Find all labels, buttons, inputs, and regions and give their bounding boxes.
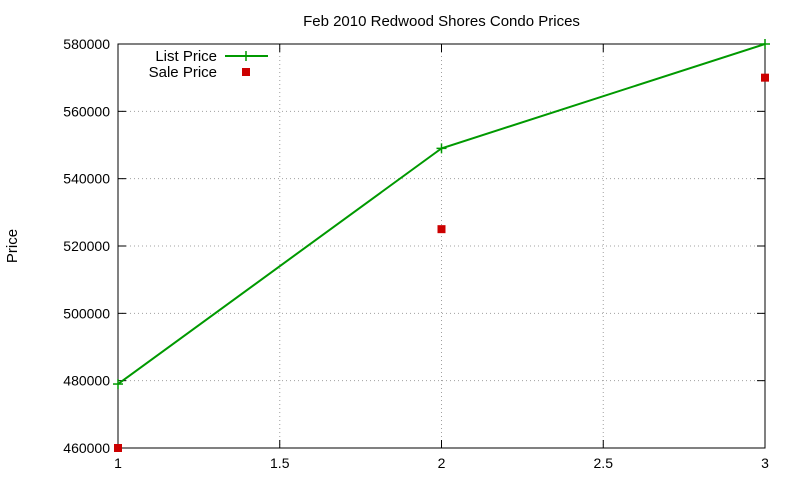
x-tick-label: 1.5 xyxy=(270,455,290,471)
list-price-line xyxy=(117,43,766,385)
y-tick-label: 520000 xyxy=(63,238,110,254)
list-price-point xyxy=(760,39,770,49)
x-tick-label: 3 xyxy=(761,455,769,471)
y-tick-label: 540000 xyxy=(63,171,110,187)
y-tick-label: 580000 xyxy=(63,36,110,52)
sale-price-point xyxy=(114,444,122,452)
list-price-point xyxy=(436,143,447,154)
y-axis-label: Price xyxy=(4,229,21,263)
list-price-point xyxy=(113,379,123,390)
series-1 xyxy=(114,73,769,452)
x-tick-label: 1 xyxy=(114,455,122,471)
y-tick-label: 500000 xyxy=(63,305,110,321)
legend-label: Sale Price xyxy=(149,64,217,81)
chart-title: Feb 2010 Redwood Shores Condo Prices xyxy=(303,13,580,30)
x-tick-label: 2.5 xyxy=(594,455,614,471)
sale-price-point xyxy=(761,73,769,82)
legend-square-marker xyxy=(242,68,250,76)
series-0 xyxy=(113,39,770,390)
y-tick-label: 560000 xyxy=(63,103,110,119)
grid xyxy=(118,44,765,448)
sale-price-point xyxy=(437,225,446,234)
x-tick-label: 2 xyxy=(438,455,446,471)
series xyxy=(113,39,770,452)
legend-plus-marker xyxy=(241,51,251,61)
y-tick-label: 480000 xyxy=(63,373,110,389)
y-tick-label: 460000 xyxy=(63,440,110,456)
axis-ticks: 460000 480000 500000 520000 540000 560000 5800… xyxy=(63,36,769,471)
legend-label: List Price xyxy=(155,48,217,65)
